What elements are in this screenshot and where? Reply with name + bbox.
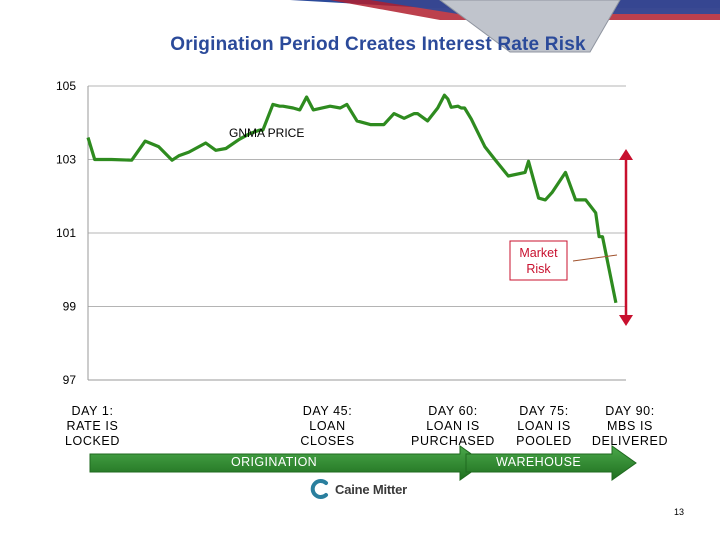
market-risk-callout-line2: Risk: [526, 262, 551, 276]
y-tick-labels: 105 103 101 99 97: [56, 79, 76, 387]
phase-label-warehouse: WAREHOUSE: [496, 455, 582, 469]
day-75-line3: POOLED: [516, 434, 572, 448]
chart-gridlines: [88, 85, 626, 381]
day-75-line2: LOAN IS: [517, 419, 571, 433]
y-tick-97: 97: [63, 373, 77, 387]
chart-axes: [87, 86, 626, 381]
day-45-line1: DAY 45:: [302, 404, 353, 418]
phase-label-origination: ORIGINATION: [231, 455, 318, 469]
market-risk-callout-leader: [572, 254, 618, 262]
day-90-label: DAY 90: MBS IS DELIVERED: [586, 404, 674, 449]
day-45-line3: CLOSES: [300, 434, 355, 448]
risk-arrow-head-top: [619, 149, 633, 160]
risk-arrow-head-bottom: [619, 315, 633, 326]
day-90-line2: MBS IS: [607, 419, 653, 433]
series-label-gnma-price: GNMA PRICE: [229, 126, 304, 140]
day-45-label: DAY 45: LOAN CLOSES: [290, 404, 365, 449]
y-tick-103: 103: [56, 153, 76, 167]
day-90-line3: DELIVERED: [591, 434, 669, 448]
market-risk-arrow: [619, 149, 633, 326]
y-tick-101: 101: [56, 226, 76, 240]
day-45-line2: LOAN: [309, 419, 346, 433]
y-tick-99: 99: [63, 300, 77, 314]
day-60-line1: DAY 60:: [428, 404, 478, 418]
company-logo: Caine Mitter: [309, 478, 407, 500]
y-tick-105: 105: [56, 79, 76, 93]
day-75-line1: DAY 75:: [519, 404, 569, 418]
day-1-line3: LOCKED: [64, 434, 120, 448]
day-60-line2: LOAN IS: [426, 419, 480, 433]
slide-title: Origination Period Creates Interest Rate…: [170, 34, 586, 55]
header-gray-shield: [439, 0, 621, 53]
day-1-label: DAY 1: RATE IS LOCKED: [55, 404, 130, 449]
day-75-label: DAY 75: LOAN IS POOLED: [508, 404, 580, 449]
market-risk-callout-line1: Market: [519, 246, 558, 260]
logo-text: Caine Mitter: [335, 481, 408, 497]
page-number: 13: [673, 507, 684, 517]
header-decoration: [290, 0, 720, 53]
logo-mark-icon: [310, 479, 328, 499]
market-risk-callout-box: [509, 240, 568, 281]
day-60-label: DAY 60: LOAN IS PURCHASED: [404, 404, 502, 449]
phase-arrow-warehouse: [465, 445, 637, 481]
day-1-line1: DAY 1:: [71, 404, 114, 418]
day-90-line1: DAY 90:: [605, 404, 655, 418]
phase-timeline-arrows: [89, 445, 637, 481]
day-1-line2: RATE IS: [66, 419, 119, 433]
day-60-line3: PURCHASED: [411, 434, 495, 448]
series-line-gnma-price: [86, 93, 618, 304]
